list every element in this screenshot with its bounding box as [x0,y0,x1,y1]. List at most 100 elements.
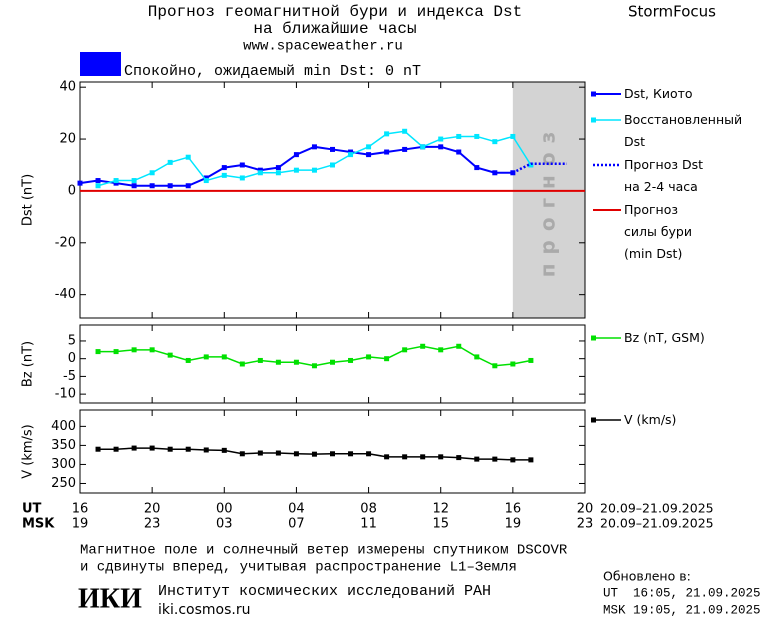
x-tick-label: 07 [288,517,305,532]
data-point [131,347,137,353]
data-point [275,450,281,456]
data-point [474,354,480,360]
panel-frame [79,409,586,494]
y-axis-label: Bz (nT) [21,341,36,387]
legend-label-box: Прогноз Dst на 2-4 часа [624,157,703,194]
msk-dates: 20.09–21.09.2025 [600,516,714,531]
data-point [149,183,155,189]
data-point [203,175,209,181]
x-tick-label: 16 [505,502,522,517]
data-point [185,446,191,452]
url: www.spaceweather.ru [243,39,403,55]
data-point [293,451,299,457]
data-point [203,447,209,453]
y-axis-label: Dst (nT) [21,174,36,226]
data-point [149,170,155,176]
legend-label: Прогноз силы бури (min Dst) [624,202,692,261]
data-point [348,149,354,155]
data-point [420,454,426,460]
data-point [330,162,335,168]
y-tick-label: 300 [51,457,76,472]
data-point [95,178,101,184]
data-point [95,446,101,452]
data-point [366,451,372,457]
x-tick-label: 20 [577,502,594,517]
data-point [257,450,263,456]
data-point [438,454,444,460]
x-tick-label: 23 [144,517,161,532]
data-point [221,172,227,178]
institute: Институт космических исследований РАН [158,583,491,600]
y-tick-label: -40 [55,287,76,302]
data-point [149,445,155,451]
legend-marker [591,91,596,97]
status: Спокойно, ожидаемый min Dst: 0 nT [124,63,421,80]
legend-label-box: Dst, Киото [624,86,693,101]
legend-label: Восстановленный Dst [624,112,743,149]
x-tick-label: 15 [432,517,449,532]
msk-label: MSK [22,517,55,532]
data-point [293,359,299,365]
y-axis-label: V (km/s) [21,424,36,479]
data-point [239,451,245,457]
data-point [239,361,245,367]
data-point [492,139,498,145]
data-point [384,356,390,362]
data-point [221,165,227,171]
legend-label-box: V (km/s) [624,412,677,427]
x-tick-label: 11 [360,517,377,532]
data-point [402,128,408,134]
status-swatch [80,52,121,76]
data-point [330,451,335,457]
data-point [420,144,426,150]
y-tick-label: -5 [63,369,76,384]
y-tick-label: -20 [55,235,76,250]
data-point [438,347,444,353]
data-point [528,162,534,168]
data-point [456,455,462,461]
data-point [293,152,299,158]
data-point [456,133,462,139]
legend-label-box: Прогноз силы бури (min Dst) [624,202,692,261]
panel-frame [79,324,586,404]
ut-dates: 20.09–21.09.2025 [600,501,714,516]
data-point [384,131,390,137]
data-point [492,170,498,176]
data-point [492,456,498,462]
data-point [167,183,173,189]
panel-frame [79,81,586,319]
data-point [528,357,534,363]
data-point [257,357,263,363]
legend-label: V (km/s) [624,412,677,427]
data-point [113,180,119,186]
data-point [510,133,516,139]
data-point [131,183,137,189]
data-point [185,357,191,363]
updated-ut: UT 16:05, 21.09.2025 [603,586,760,600]
data-point [348,357,354,363]
data-point [438,136,444,142]
y-tick-label: 250 [51,476,76,491]
y-tick-label: 0 [68,351,76,366]
legend-label-box: Bz (nT, GSM) [624,330,705,345]
x-tick-label: 03 [216,517,233,532]
data-point [420,343,426,349]
data-point [257,167,263,173]
x-tick-label: 19 [72,517,89,532]
data-point [510,361,516,367]
data-point [221,354,227,360]
data-point [474,165,480,171]
legend-label-box: Восстановленный Dst [624,112,743,149]
data-point [185,154,191,160]
footer-note: и сдвинуты вперед, учитывая распростране… [80,560,517,576]
legend-marker [591,117,596,123]
legend-marker [591,417,596,423]
data-point [131,178,137,184]
data-point [113,446,119,452]
data-point [384,149,390,155]
data-point [311,167,317,173]
data-point [311,363,317,369]
institute-url: iki.cosmos.ru [158,602,250,618]
data-point [77,180,83,186]
data-point [167,159,173,165]
